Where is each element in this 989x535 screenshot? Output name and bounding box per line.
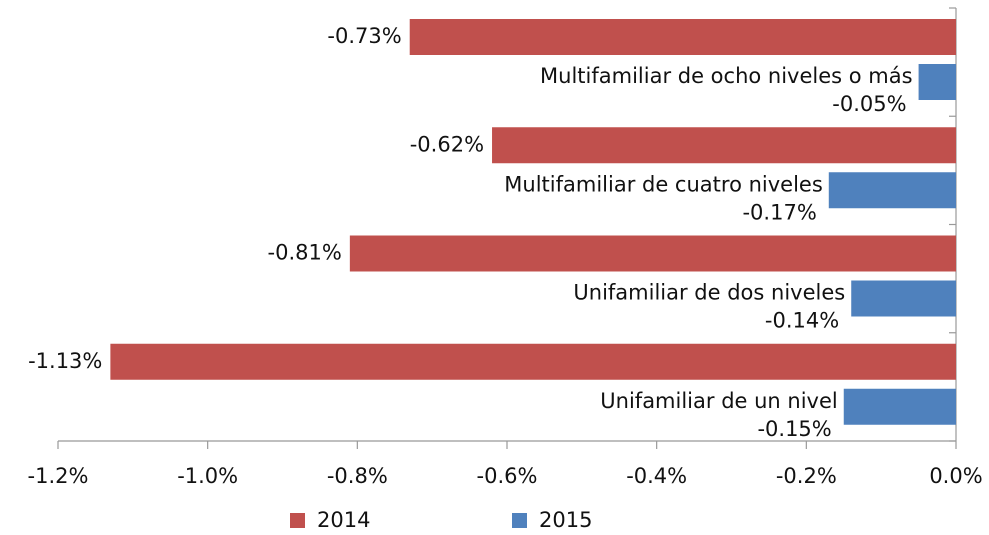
x-tick-label: -1.2%	[28, 464, 89, 488]
x-tick-label: -0.6%	[477, 464, 538, 488]
value-label: -0.62%	[410, 132, 484, 156]
value-label: -0.17%	[742, 200, 816, 224]
category-label: Multifamiliar de ocho niveles o más	[540, 64, 913, 88]
x-tick-label: 0.0%	[929, 464, 982, 488]
legend-label: 2014	[317, 508, 370, 532]
category-label: Unifamiliar de dos niveles	[573, 281, 845, 305]
bar	[828, 172, 956, 209]
value-label: -0.14%	[765, 309, 839, 333]
legend-swatch	[512, 513, 527, 528]
bar	[843, 388, 956, 425]
category-label: Unifamiliar de un nivel	[600, 389, 837, 413]
legend-swatch	[290, 513, 305, 528]
x-tick-label: -1.0%	[177, 464, 238, 488]
x-tick-label: -0.2%	[776, 464, 837, 488]
bar	[409, 19, 956, 55]
value-label: -0.15%	[757, 417, 831, 441]
x-tick-label: -0.4%	[626, 464, 687, 488]
bar	[918, 64, 956, 100]
value-label: -0.73%	[327, 24, 401, 48]
bar	[110, 343, 957, 380]
bar	[492, 127, 956, 164]
value-label: -1.13%	[28, 349, 102, 373]
x-tick-label: -0.8%	[327, 464, 388, 488]
legend-label: 2015	[539, 508, 592, 532]
value-label: -0.05%	[832, 92, 906, 116]
value-label: -0.81%	[268, 241, 342, 265]
bar	[349, 235, 957, 272]
category-label: Multifamiliar de cuatro niveles	[504, 172, 823, 196]
bar	[851, 280, 956, 317]
